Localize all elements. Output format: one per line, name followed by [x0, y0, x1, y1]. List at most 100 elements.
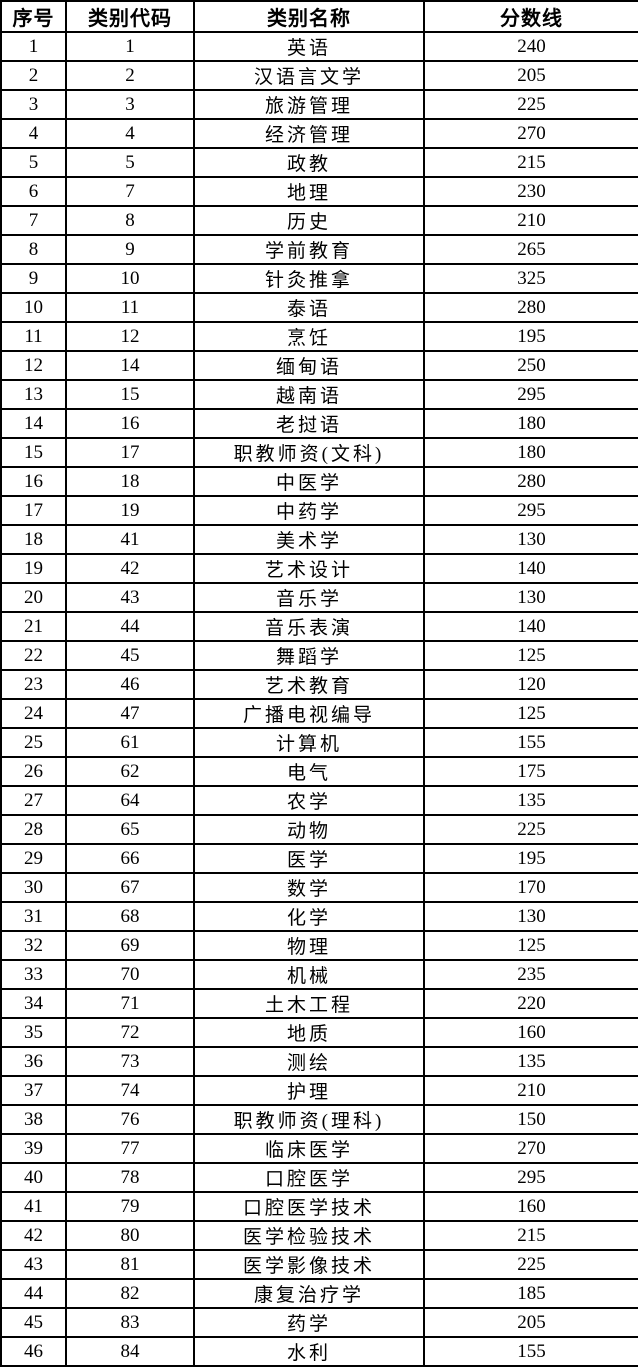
cell-score: 280 — [423, 466, 638, 497]
cell-name: 临床医学 — [193, 1133, 425, 1164]
cell-name: 政教 — [193, 147, 425, 178]
table-row: 18 41 美术学 130 — [0, 524, 638, 555]
table-row: 34 71 土木工程 220 — [0, 988, 638, 1019]
cell-index: 8 — [0, 234, 67, 265]
cell-score: 175 — [423, 756, 638, 787]
cell-index: 24 — [0, 698, 67, 729]
cell-name: 医学 — [193, 843, 425, 874]
cell-code: 15 — [65, 379, 195, 410]
cell-name: 历史 — [193, 205, 425, 236]
table-row: 26 62 电气 175 — [0, 756, 638, 787]
cell-score: 170 — [423, 872, 638, 903]
table-row: 11 12 烹饪 195 — [0, 321, 638, 352]
cell-code: 71 — [65, 988, 195, 1019]
cell-name: 广播电视编导 — [193, 698, 425, 729]
table-row: 25 61 计算机 155 — [0, 727, 638, 758]
cell-name: 机械 — [193, 959, 425, 990]
cell-code: 7 — [65, 176, 195, 207]
cell-name: 泰语 — [193, 292, 425, 323]
table-row: 45 83 药学 205 — [0, 1307, 638, 1338]
cell-score: 125 — [423, 640, 638, 671]
cell-code: 78 — [65, 1162, 195, 1193]
cell-name: 电气 — [193, 756, 425, 787]
cell-score: 125 — [423, 930, 638, 961]
cell-index: 44 — [0, 1278, 67, 1309]
cell-code: 82 — [65, 1278, 195, 1309]
cell-score: 160 — [423, 1017, 638, 1048]
cell-name: 地质 — [193, 1017, 425, 1048]
cell-code: 84 — [65, 1336, 195, 1367]
table-row: 27 64 农学 135 — [0, 785, 638, 816]
cell-index: 25 — [0, 727, 67, 758]
cell-code: 73 — [65, 1046, 195, 1077]
cell-name: 英语 — [193, 31, 425, 62]
table-row: 29 66 医学 195 — [0, 843, 638, 874]
table-row: 37 74 护理 210 — [0, 1075, 638, 1106]
cell-name: 数学 — [193, 872, 425, 903]
table-body: 1 1 英语 240 2 2 汉语言文学 205 3 3 旅游管理 225 4 4 经济管理 270 5 5 政教 2… — [0, 31, 638, 1367]
table-row: 10 11 泰语 280 — [0, 292, 638, 323]
cell-score: 225 — [423, 1249, 638, 1280]
cell-score: 195 — [423, 843, 638, 874]
table-row: 7 8 历史 210 — [0, 205, 638, 236]
cell-name: 护理 — [193, 1075, 425, 1106]
cell-name: 药学 — [193, 1307, 425, 1338]
cell-score: 215 — [423, 147, 638, 178]
cell-score: 205 — [423, 1307, 638, 1338]
cell-index: 46 — [0, 1336, 67, 1367]
cell-index: 3 — [0, 89, 67, 120]
cell-index: 23 — [0, 669, 67, 700]
table-row: 1 1 英语 240 — [0, 31, 638, 62]
cell-index: 22 — [0, 640, 67, 671]
cell-code: 16 — [65, 408, 195, 439]
cell-score: 280 — [423, 292, 638, 323]
header-index: 序号 — [0, 0, 67, 33]
cell-name: 物理 — [193, 930, 425, 961]
cell-score: 150 — [423, 1104, 638, 1135]
table-row: 16 18 中医学 280 — [0, 466, 638, 497]
cell-code: 64 — [65, 785, 195, 816]
table-row: 31 68 化学 130 — [0, 901, 638, 932]
table-row: 23 46 艺术教育 120 — [0, 669, 638, 700]
cell-code: 42 — [65, 553, 195, 584]
cell-index: 32 — [0, 930, 67, 961]
cell-code: 76 — [65, 1104, 195, 1135]
cell-name: 艺术设计 — [193, 553, 425, 584]
table-row: 6 7 地理 230 — [0, 176, 638, 207]
cell-code: 17 — [65, 437, 195, 468]
table-row: 2 2 汉语言文学 205 — [0, 60, 638, 91]
cell-name: 经济管理 — [193, 118, 425, 149]
cell-score: 325 — [423, 263, 638, 294]
cell-name: 汉语言文学 — [193, 60, 425, 91]
cell-score: 230 — [423, 176, 638, 207]
table-row: 32 69 物理 125 — [0, 930, 638, 961]
cell-name: 口腔医学 — [193, 1162, 425, 1193]
table-row: 22 45 舞蹈学 125 — [0, 640, 638, 671]
cell-score: 120 — [423, 669, 638, 700]
cell-score: 205 — [423, 60, 638, 91]
cell-code: 9 — [65, 234, 195, 265]
cell-score: 210 — [423, 1075, 638, 1106]
cell-score: 135 — [423, 785, 638, 816]
cell-index: 17 — [0, 495, 67, 526]
cell-score: 160 — [423, 1191, 638, 1222]
cell-code: 12 — [65, 321, 195, 352]
cell-name: 地理 — [193, 176, 425, 207]
cell-index: 33 — [0, 959, 67, 990]
cell-score: 155 — [423, 1336, 638, 1367]
cell-score: 130 — [423, 582, 638, 613]
cell-index: 7 — [0, 205, 67, 236]
cell-score: 240 — [423, 31, 638, 62]
cell-name: 职教师资(文科) — [193, 437, 425, 468]
cell-score: 265 — [423, 234, 638, 265]
cell-code: 5 — [65, 147, 195, 178]
cell-index: 21 — [0, 611, 67, 642]
cell-score: 185 — [423, 1278, 638, 1309]
cell-score: 250 — [423, 350, 638, 381]
cell-code: 46 — [65, 669, 195, 700]
header-row: 序号 类别代码 类别名称 分数线 — [0, 0, 638, 33]
cell-score: 135 — [423, 1046, 638, 1077]
cell-index: 43 — [0, 1249, 67, 1280]
cell-name: 医学检验技术 — [193, 1220, 425, 1251]
